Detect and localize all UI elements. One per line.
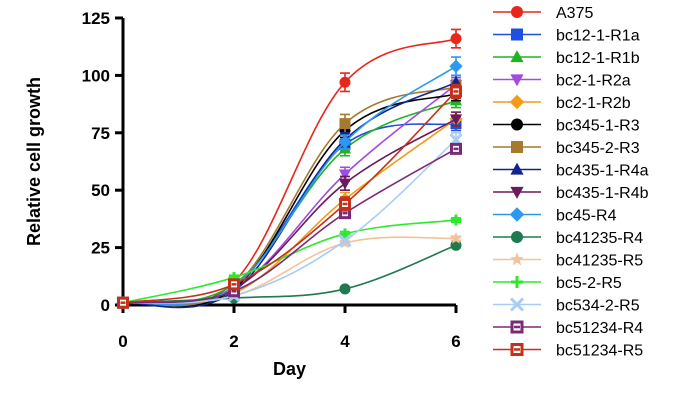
series-line [122, 83, 457, 305]
legend-item: bc41235-R5 [493, 252, 643, 270]
x-tick-label: 0 [118, 332, 127, 351]
legend-marker [511, 6, 523, 18]
legend-marker [511, 231, 523, 243]
legend-item: bc534-2-R5 [493, 297, 640, 315]
legend-label: bc345-2-R3 [556, 140, 640, 157]
legend-item: bc345-2-R3 [493, 140, 640, 157]
series-line [122, 99, 457, 304]
series-line [122, 244, 457, 304]
data-point [338, 169, 352, 181]
legend-marker [509, 94, 525, 110]
legend-item: bc51234-R5 [493, 343, 643, 360]
x-tick-label: 2 [229, 332, 238, 351]
legend-label: bc51234-R4 [556, 320, 643, 337]
y-tick-label: 75 [91, 124, 110, 143]
legend-label: bc2-1-R2a [556, 73, 631, 90]
series-bc51234-R5 [117, 83, 462, 309]
legend-item: bc51234-R4 [493, 320, 643, 337]
legend-label: bc12-1-R1b [556, 50, 640, 67]
series-line [122, 86, 457, 307]
legend-label: bc41235-R5 [556, 253, 643, 270]
data-point [449, 114, 463, 126]
legend-marker [509, 297, 525, 312]
legend-label: bc41235-R4 [556, 230, 643, 247]
series-line [122, 90, 457, 304]
legend-item: bc435-1-R4a [493, 163, 649, 180]
legend-label: bc51234-R5 [556, 343, 643, 360]
series-line [122, 139, 457, 304]
series-bc534-2-R5 [116, 132, 463, 310]
legend-marker [510, 50, 524, 63]
legend-item: bc2-1-R2b [493, 94, 631, 112]
series-line [122, 65, 457, 306]
legend-item: bc435-1-R4b [493, 185, 649, 202]
y-tick-label: 0 [101, 296, 110, 315]
legend-label: bc345-1-R3 [556, 118, 640, 135]
data-point [450, 33, 462, 45]
y-ticks: 0 25 50 75 100 125 [82, 9, 123, 315]
series-bc51234-R4 [117, 142, 462, 309]
legend-item: bc2-1-R2a [493, 73, 631, 90]
data-point [449, 59, 463, 73]
data-point [339, 228, 351, 240]
data-point [339, 283, 351, 295]
legend: A375 bc12-1-R1a bc12-1-R1b bc2-1-R2a bc2-1-R… [493, 5, 649, 360]
series-line [122, 148, 457, 304]
x-axis-title: Day [273, 359, 306, 379]
legend-label: bc12-1-R1a [556, 28, 640, 45]
series-bc5-2-R5 [117, 214, 462, 309]
legend-label: A375 [556, 5, 593, 22]
y-tick-label: 50 [91, 181, 110, 200]
y-tick-label: 100 [82, 66, 110, 85]
legend-label: bc5-2-R5 [556, 275, 622, 292]
legend-label: bc435-1-R4a [556, 163, 649, 180]
legend-item: bc12-1-R1b [493, 50, 640, 67]
legend-marker [511, 141, 523, 153]
legend-marker [510, 162, 524, 175]
x-ticks: 0 2 4 6 [118, 305, 461, 351]
x-tick-label: 4 [340, 332, 350, 351]
legend-marker [509, 207, 525, 222]
data-point [339, 118, 351, 130]
legend-item: bc5-2-R5 [493, 275, 622, 292]
legend-marker [510, 186, 524, 199]
data-point [338, 234, 352, 248]
data-point [449, 231, 463, 244]
y-axis-title: Relative cell growth [24, 77, 44, 246]
legend-marker [511, 28, 523, 41]
legend-item: A375 [493, 5, 593, 22]
data-point [338, 178, 352, 190]
data-point [450, 214, 462, 226]
plot-area [116, 28, 463, 310]
series-line [122, 122, 457, 306]
legend-item: bc41235-R4 [493, 230, 643, 247]
legend-label: bc45-R4 [556, 208, 617, 225]
series-bc435-1-R4a [116, 74, 463, 309]
legend-item: bc345-1-R3 [493, 118, 640, 135]
legend-label: bc534-2-R5 [556, 298, 640, 315]
legend-marker [511, 118, 523, 131]
series-line [122, 219, 457, 304]
legend-item: bc12-1-R1a [493, 28, 640, 45]
data-point [339, 76, 351, 88]
legend-label: bc435-1-R4b [556, 185, 649, 202]
legend-item: bc45-R4 [493, 207, 617, 225]
legend-marker [510, 252, 524, 266]
series-line [122, 37, 457, 307]
legend-marker [511, 276, 523, 288]
x-tick-label: 6 [451, 332, 460, 351]
y-tick-label: 125 [82, 9, 110, 28]
legend-label: bc2-1-R2b [556, 95, 631, 112]
legend-marker [510, 74, 524, 87]
y-tick-label: 25 [91, 239, 110, 258]
data-point [338, 135, 352, 149]
